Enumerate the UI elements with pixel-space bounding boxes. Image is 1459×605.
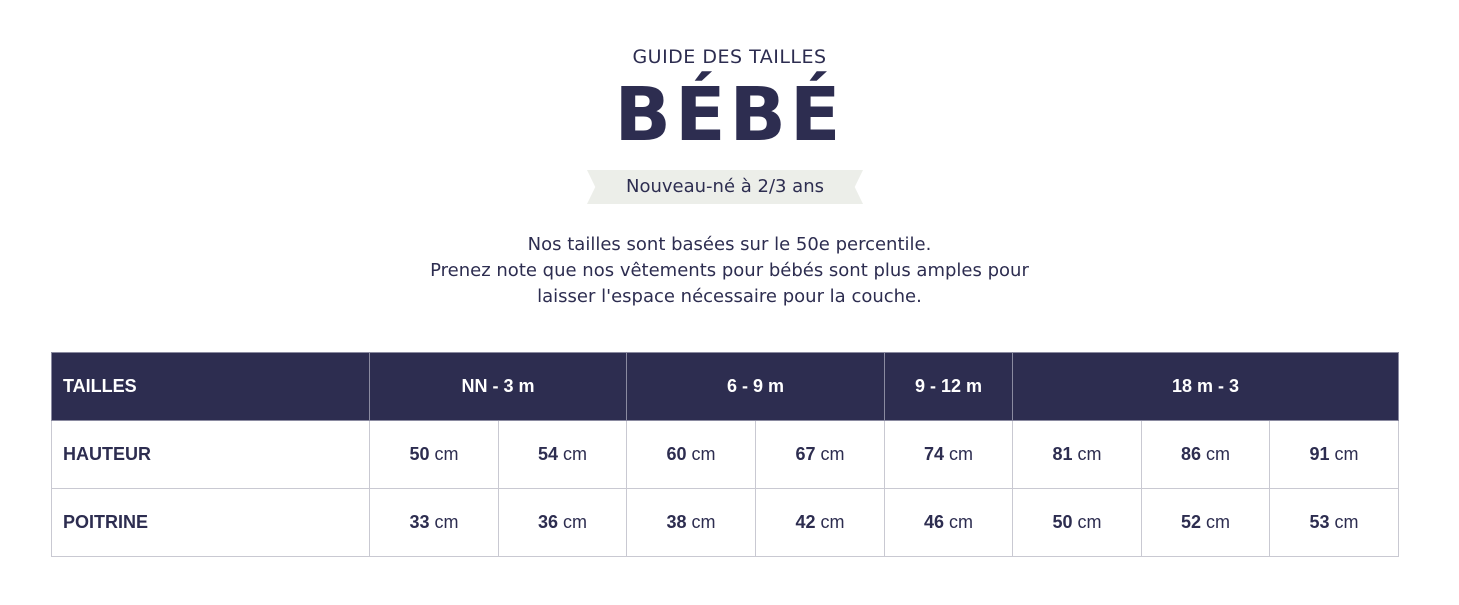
guide-kicker: GUIDE DES TAILLES <box>632 46 827 68</box>
measurement-cell: 52 cm <box>1141 488 1271 557</box>
intro-line: laisser l'espace nécessaire pour la couc… <box>537 286 922 307</box>
unit: cm <box>1206 512 1231 532</box>
unit: cm <box>434 512 459 532</box>
measurement-cell: 50 cm <box>369 420 499 489</box>
unit: cm <box>1334 444 1359 464</box>
measurement-value: 50 <box>409 444 430 464</box>
measurement-cell: 60 cm <box>626 420 757 489</box>
unit: cm <box>691 444 716 464</box>
intro-line: Prenez note que nos vêtements pour bébés… <box>430 260 1029 281</box>
measurement-cell: 46 cm <box>884 488 1014 557</box>
measurement-cell: 74 cm <box>884 420 1014 489</box>
measurement-cell: 91 cm <box>1269 420 1400 489</box>
measurement-value: 52 <box>1180 512 1202 532</box>
measurement-value: 50 <box>1052 512 1073 532</box>
measurement-value: 74 <box>923 444 945 464</box>
measurement-value: 67 <box>795 444 816 464</box>
measurement-value: 91 <box>1309 444 1330 464</box>
header-group: 18 m - 3 <box>1012 352 1400 421</box>
unit: cm <box>1206 444 1231 464</box>
measurement-cell: 67 cm <box>755 420 886 489</box>
measurement-value: 33 <box>409 512 430 532</box>
header-group: 9 - 12 m <box>884 352 1014 421</box>
unit: cm <box>434 444 459 464</box>
measurement-cell: 33 cm <box>369 488 499 557</box>
row-label: POITRINE <box>51 488 370 557</box>
measurement-cell: 42 cm <box>755 488 886 557</box>
measurement-cell: 54 cm <box>497 420 628 489</box>
measurement-value: 42 <box>795 512 816 532</box>
measurement-value: 60 <box>666 444 687 464</box>
measurement-value: 53 <box>1309 512 1330 532</box>
header-group: NN - 3 m <box>368 352 628 421</box>
measurement-cell: 36 cm <box>497 488 628 557</box>
measurement-cell: 53 cm <box>1269 488 1400 557</box>
table-row: HAUTEUR 50 cm 54 cm 60 cm 67 cm 74 cm 81 cm 86 … <box>51 420 1400 489</box>
row-label: HAUTEUR <box>51 420 370 489</box>
measurement-cell: 81 cm <box>1012 420 1143 489</box>
header-sizes: TAILLES <box>51 352 370 421</box>
unit: cm <box>1077 512 1102 532</box>
unit: cm <box>949 512 974 532</box>
unit: cm <box>563 444 588 464</box>
measurement-cell: 38 cm <box>626 488 757 557</box>
age-range-ribbon: Nouveau-né à 2/3 ans <box>587 170 863 204</box>
unit: cm <box>1077 444 1102 464</box>
table-row: POITRINE 33 cm 36 cm 38 cm 42 cm 46 cm 50 cm 52… <box>51 488 1400 557</box>
page-title: BÉBÉ <box>614 72 845 158</box>
measurement-cell: 50 cm <box>1012 488 1143 557</box>
intro-text: Nos tailles sont basées sur le 50e perce… <box>0 232 1459 310</box>
measurement-value: 81 <box>1052 444 1073 464</box>
unit: cm <box>820 444 845 464</box>
unit: cm <box>563 512 588 532</box>
unit: cm <box>1334 512 1359 532</box>
header-group: 6 - 9 m <box>626 352 886 421</box>
unit: cm <box>691 512 716 532</box>
size-table: TAILLES NN - 3 m 6 - 9 m 9 - 12 m 18 m -… <box>51 352 1400 557</box>
table-header-row: TAILLES NN - 3 m 6 - 9 m 9 - 12 m 18 m -… <box>51 352 1400 421</box>
unit: cm <box>820 512 845 532</box>
measurement-value: 46 <box>923 512 945 532</box>
measurement-value: 36 <box>537 512 559 532</box>
measurement-cell: 86 cm <box>1141 420 1271 489</box>
intro-line: Nos tailles sont basées sur le 50e perce… <box>527 234 932 255</box>
unit: cm <box>949 444 974 464</box>
measurement-value: 38 <box>666 512 687 532</box>
measurement-value: 86 <box>1180 444 1202 464</box>
measurement-value: 54 <box>537 444 559 464</box>
